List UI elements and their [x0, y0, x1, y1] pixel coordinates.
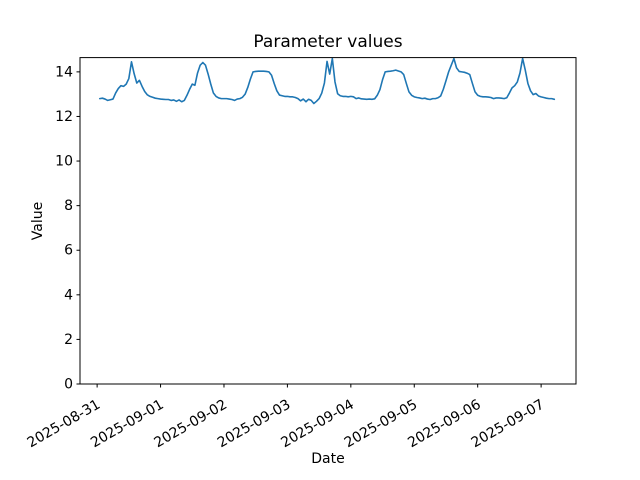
plot-frame — [79, 57, 577, 385]
y-tick-label: 10 — [55, 154, 73, 170]
x-axis-label: Date — [311, 451, 344, 467]
chart-title: Parameter values — [253, 32, 402, 52]
y-axis-label: Value — [30, 202, 46, 240]
y-tick-label: 14 — [55, 64, 73, 80]
data-series — [98, 57, 556, 105]
y-tick-label: 6 — [64, 243, 73, 259]
y-tick-label: 8 — [64, 198, 73, 214]
y-tick-label: 4 — [64, 287, 73, 303]
plot-border — [79, 57, 577, 385]
parameter-values-line — [98, 57, 556, 105]
y-tick-label: 0 — [64, 377, 73, 393]
y-tick-label: 12 — [55, 109, 73, 125]
x-axis: 2025-08-312025-09-012025-09-022025-09-03… — [25, 384, 547, 451]
y-tick-label: 2 — [64, 332, 73, 348]
y-axis: 0 2 4 6 8 10 12 14 — [55, 64, 80, 393]
